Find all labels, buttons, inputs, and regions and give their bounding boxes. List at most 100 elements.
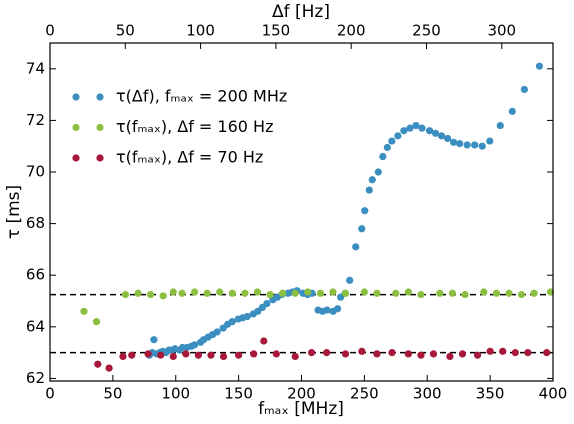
point [194, 351, 202, 359]
point [463, 141, 471, 149]
point [418, 124, 426, 132]
x2-tick-label: 0 [45, 22, 55, 40]
x-tick-label: 350 [476, 385, 505, 403]
point [169, 288, 177, 296]
point [546, 288, 555, 296]
x-tick-label: 400 [539, 385, 568, 403]
x2-tick-label: 300 [487, 22, 516, 40]
point [379, 152, 387, 161]
point [323, 349, 331, 357]
point [446, 352, 454, 361]
point [425, 127, 434, 135]
point [404, 288, 412, 296]
point [373, 350, 381, 358]
point [191, 288, 199, 296]
point [323, 306, 331, 314]
point [346, 276, 354, 284]
point [213, 328, 221, 336]
point [406, 124, 414, 132]
x2-axis-label: Δf [Hz] [272, 2, 330, 22]
y-tick-label: 64 [26, 317, 45, 335]
x2-tick-label: 250 [412, 22, 441, 40]
x-axis-label: fₘₐₓ [MHz] [258, 399, 344, 419]
point [450, 138, 458, 146]
point [147, 290, 155, 299]
point [243, 312, 251, 321]
point [429, 350, 438, 358]
point [334, 305, 342, 313]
point [373, 289, 381, 297]
point [486, 347, 494, 355]
x-tick-label: 200 [287, 385, 316, 403]
y-axis-label: τ [ms] [4, 185, 24, 239]
point [235, 351, 243, 359]
point [228, 318, 236, 326]
point [307, 349, 316, 357]
point [365, 186, 373, 194]
point [228, 289, 236, 297]
point [461, 290, 469, 299]
legend-label: τ(Δf), fₘₐₓ = 200 MHz [116, 87, 287, 106]
legend-marker [96, 123, 104, 132]
point [219, 352, 228, 361]
y-tick-label: 66 [26, 266, 45, 284]
point [388, 137, 396, 145]
point [535, 62, 544, 70]
point [496, 121, 504, 130]
x2-tick-label: 100 [186, 22, 215, 40]
y-tick-label: 70 [26, 163, 45, 181]
point [272, 350, 280, 358]
point [392, 289, 400, 297]
point [458, 350, 467, 358]
point [360, 288, 368, 296]
point [368, 176, 376, 184]
point [417, 351, 425, 359]
point [119, 352, 127, 361]
x-tick-label: 250 [350, 385, 379, 403]
point [520, 85, 528, 94]
point [352, 243, 360, 251]
point [266, 290, 274, 299]
legend-marker [96, 93, 104, 101]
point [417, 290, 425, 299]
point [361, 207, 369, 215]
point [524, 349, 532, 357]
legend-marker [72, 93, 80, 101]
legend-marker [72, 154, 80, 162]
point [207, 351, 215, 359]
point [150, 336, 158, 344]
y-tick-label: 74 [26, 59, 45, 77]
point [383, 143, 391, 152]
point [241, 289, 249, 297]
point [443, 134, 452, 143]
point [169, 352, 177, 361]
point [144, 350, 152, 358]
y-tick-label: 62 [26, 369, 45, 387]
x-tick-label: 100 [161, 385, 190, 403]
point [121, 290, 130, 299]
point [530, 289, 538, 297]
point [279, 289, 287, 297]
point [358, 347, 366, 355]
point [480, 288, 488, 296]
point [182, 350, 190, 358]
point [159, 292, 167, 300]
legend-label: τ(fₘₐₓ), Δf = 70 Hz [116, 148, 263, 167]
x2-tick-label: 200 [337, 22, 366, 40]
point [94, 360, 102, 368]
x-tick-label: 150 [224, 385, 253, 403]
point [431, 129, 440, 137]
point [178, 289, 186, 297]
point [404, 350, 412, 358]
point [128, 351, 136, 359]
point [250, 350, 258, 358]
point [80, 307, 88, 315]
point [400, 127, 408, 135]
point [203, 289, 211, 297]
point [478, 142, 486, 150]
point [253, 288, 262, 296]
x-tick-label: 0 [45, 385, 55, 403]
point [358, 225, 366, 233]
point [505, 289, 513, 297]
